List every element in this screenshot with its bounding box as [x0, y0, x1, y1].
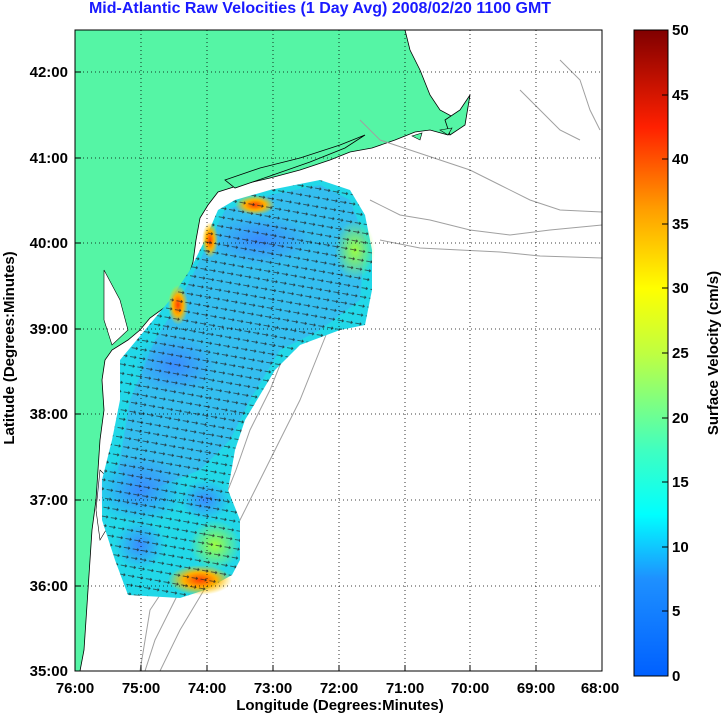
x-tick-label: 69:00	[517, 680, 555, 697]
x-tick-label: 74:00	[188, 680, 226, 697]
colorbar-tick-label: 0	[672, 668, 680, 685]
velocity-field	[95, 180, 375, 598]
x-tick-label: 75:00	[122, 680, 160, 697]
colorbar-tick-label: 10	[672, 539, 689, 556]
x-tick-label: 71:00	[386, 680, 424, 697]
colorbar-tick-label: 40	[672, 151, 689, 168]
x-tick-label: 72:00	[320, 680, 358, 697]
x-tick-label: 70:00	[451, 680, 489, 697]
y-tick-label: 35:00	[30, 663, 68, 680]
y-tick-label: 37:00	[30, 492, 68, 509]
y-tick-label: 42:00	[30, 64, 68, 81]
x-tick-label: 68:00	[581, 680, 619, 697]
map-title: Mid-Atlantic Raw Velocities (1 Day Avg) …	[88, 0, 552, 17]
x-tick-label: 73:00	[254, 680, 292, 697]
x-tick-labels: 76:00 75:00 74:00 73:00 72:00 71:00 70:0…	[56, 680, 619, 697]
y-tick-label: 38:00	[30, 406, 68, 423]
colorbar-tick-label: 45	[672, 87, 689, 104]
y-tick-label: 36:00	[30, 578, 68, 595]
land-long-island	[224, 134, 366, 189]
colorbar-tick-label: 35	[672, 216, 689, 233]
y-tick-labels: 42:00 41:00 40:00 39:00 38:00 37:00 36:0…	[30, 64, 68, 680]
colorbar-tick-label: 15	[672, 474, 689, 491]
y-tick-label: 41:00	[30, 150, 68, 167]
x-tick-label: 76:00	[56, 680, 94, 697]
colorbar: 0 5 10 15 20 25 30 35 40 45 50 Surface V…	[633, 22, 722, 685]
colorbar-tick-label: 30	[672, 280, 689, 297]
colorbar-label: Surface Velocity (cm/s)	[705, 271, 722, 435]
colorbar-tick-label: 50	[672, 22, 689, 39]
y-axis-label: Latitude (Degrees:Minutes)	[1, 251, 18, 444]
colorbar-tick-label: 20	[672, 410, 689, 427]
map-plot-area	[75, 30, 602, 671]
y-tick-label: 39:00	[30, 321, 68, 338]
colorbar-tick-label: 5	[672, 603, 680, 620]
colorbar-tick-label: 25	[672, 345, 689, 362]
y-tick-label: 40:00	[30, 235, 68, 252]
grid-lines	[75, 30, 602, 671]
x-axis-label: Longitude (Degrees:Minutes)	[236, 697, 444, 714]
